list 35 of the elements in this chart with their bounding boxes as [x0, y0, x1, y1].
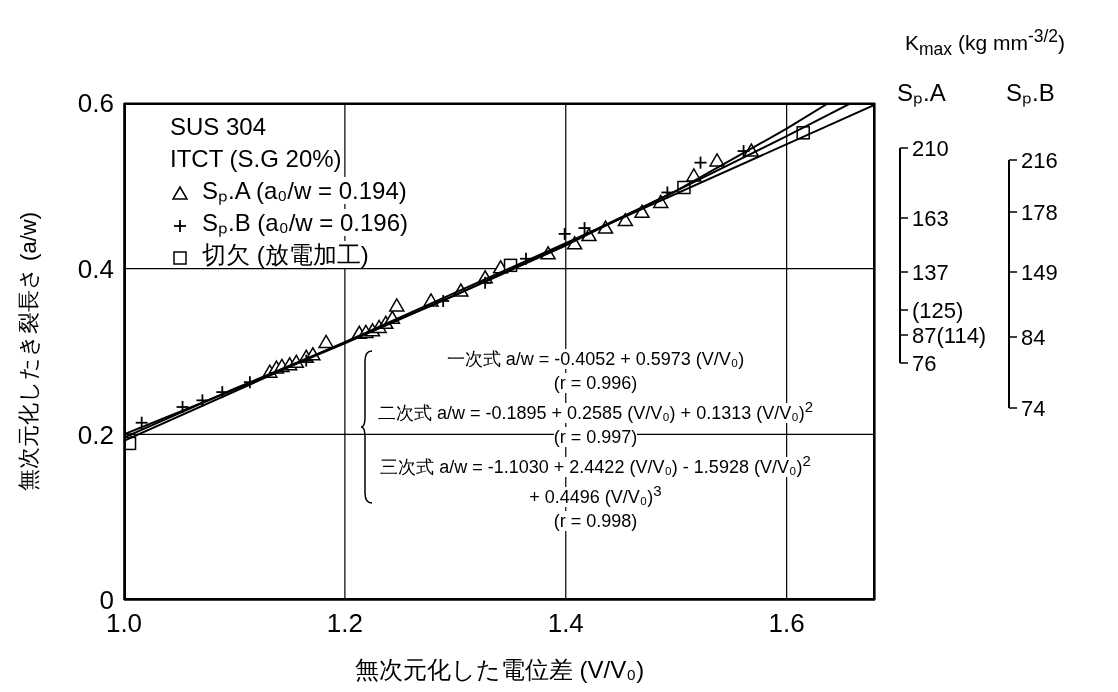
annotation: 一次式 a/w = -0.4052 + 0.5973 (V/V₀): [446, 349, 745, 369]
x-tick-label: 1.2: [326, 608, 363, 639]
text: 137: [912, 259, 949, 285]
y-tick-label: 0.6: [77, 88, 114, 119]
text: Sₚ.A: [897, 79, 946, 107]
text: 74: [1021, 395, 1046, 421]
legend-label: Sₚ.A (a₀/w = 0.194): [202, 177, 407, 204]
legend-label: 切欠 (放電加工): [202, 241, 369, 268]
text: Sₚ.B: [1006, 79, 1055, 107]
annotation: 三次式 a/w = -1.1030 + 2.4422 (V/V₀) - 1.5928 (V/V₀)$^{2}$: [380, 452, 811, 477]
x-tick-label: 1.6: [768, 608, 805, 639]
x-tick-label: 1.4: [547, 608, 584, 639]
text: 76: [912, 350, 937, 376]
text: 87(114): [912, 322, 987, 348]
annotation: SUS 304: [170, 113, 267, 140]
annotation: 二次式 a/w = -0.1895 + 0.2585 (V/V₀) + 0.1313 (V/V₀)$^{2}$: [378, 398, 813, 423]
text: 84: [1021, 324, 1046, 350]
annotation: + 0.4496 (V/V₀)$^{3}$: [529, 482, 662, 507]
legend-label: Sₚ.B (a₀/w = 0.196): [202, 209, 409, 236]
annotation: (r = 0.996): [553, 373, 638, 393]
text: K$_{max}$ (kg mm$^{-3/2}$): [905, 26, 1066, 61]
y-tick-label: 0.2: [77, 419, 114, 450]
text: (125): [912, 297, 964, 323]
text: 163: [912, 205, 949, 231]
text: 216: [1021, 147, 1058, 173]
x-tick-label: 1.0: [105, 608, 143, 639]
text: 149: [1021, 259, 1058, 285]
annotation: (r = 0.997): [553, 427, 638, 447]
y-tick-label: 0.4: [77, 253, 114, 284]
y-axis-title: 無次元化したき裂長さ (a/w): [16, 212, 41, 491]
text: 178: [1021, 199, 1058, 225]
x-axis-title: 無次元化した電位差 (V/V₀): [354, 656, 645, 683]
annotation: (r = 0.998): [553, 511, 638, 531]
annotation: ITCT (S.G 20%): [170, 145, 342, 172]
text: 210: [912, 135, 949, 161]
